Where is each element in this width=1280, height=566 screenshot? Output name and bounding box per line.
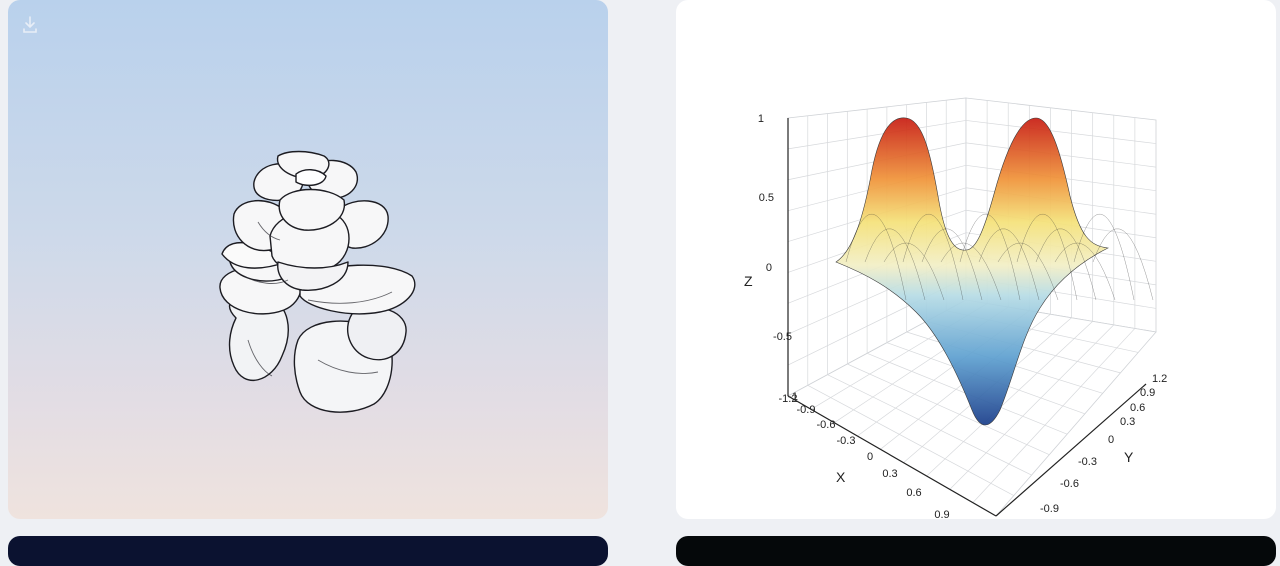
grid-line (827, 374, 1032, 476)
mesh-line (1054, 242, 1116, 301)
rose-illustration (219, 150, 416, 413)
mesh-line (997, 242, 1059, 301)
y-tick: -0.3 (1078, 456, 1097, 468)
grid-line (807, 385, 1014, 496)
x-tick: -0.9 (797, 404, 816, 416)
grid-line (972, 328, 1136, 503)
z-tick: 1 (758, 113, 764, 125)
gallery-card-bottom-left[interactable] (8, 536, 608, 566)
grid-line (965, 142, 1157, 168)
x-tick: -1.2 (779, 393, 798, 405)
y-axis-label: Y (1124, 449, 1134, 465)
y-tick: 0 (1108, 434, 1114, 446)
mesh-line (940, 242, 1002, 301)
surface-plot-card[interactable]: 1 0.5 0 -0.5 -1 Z -1.2 -0.9 -0.6 -0.3 0 … (676, 0, 1276, 519)
z-tick: 0.5 (759, 192, 774, 204)
x-tick: 0.6 (906, 487, 921, 499)
surface-plot: 1 0.5 0 -0.5 -1 Z -1.2 -0.9 -0.6 -0.3 0 … (744, 97, 1167, 519)
y-tick: 0.3 (1120, 416, 1135, 428)
y-axis-line (995, 383, 1147, 517)
z-tick: 0 (766, 262, 772, 274)
z-axis-label: Z (744, 273, 753, 289)
y-tick: -0.6 (1060, 478, 1079, 490)
x-tick: -0.6 (817, 419, 836, 431)
z-tick: -1 (788, 391, 798, 403)
grid-line (949, 324, 1115, 490)
x-tick: 0.3 (882, 468, 897, 480)
mesh-line (883, 242, 945, 301)
x-tick: 0.9 (934, 509, 949, 519)
grid-line (965, 120, 1157, 144)
x-tick: 0 (867, 451, 873, 463)
download-icon[interactable] (20, 14, 40, 36)
y-tick: 0.6 (1130, 402, 1145, 414)
z-tick: -0.5 (773, 331, 792, 343)
rose-image-card[interactable] (8, 0, 608, 519)
surface-mesh (835, 117, 1154, 426)
grid-line (926, 321, 1093, 477)
grid-line (787, 120, 967, 150)
y-tick: 1.2 (1152, 373, 1167, 385)
y-tick: -0.9 (1040, 503, 1059, 515)
grid-line (847, 363, 1050, 455)
y-tick: 0.9 (1140, 387, 1155, 399)
x-axis-label: X (836, 469, 846, 485)
x-tick: -0.3 (837, 435, 856, 447)
gallery-card-bottom-right[interactable] (676, 536, 1276, 566)
x-axis-line (787, 395, 997, 517)
surface-body (835, 117, 1110, 426)
